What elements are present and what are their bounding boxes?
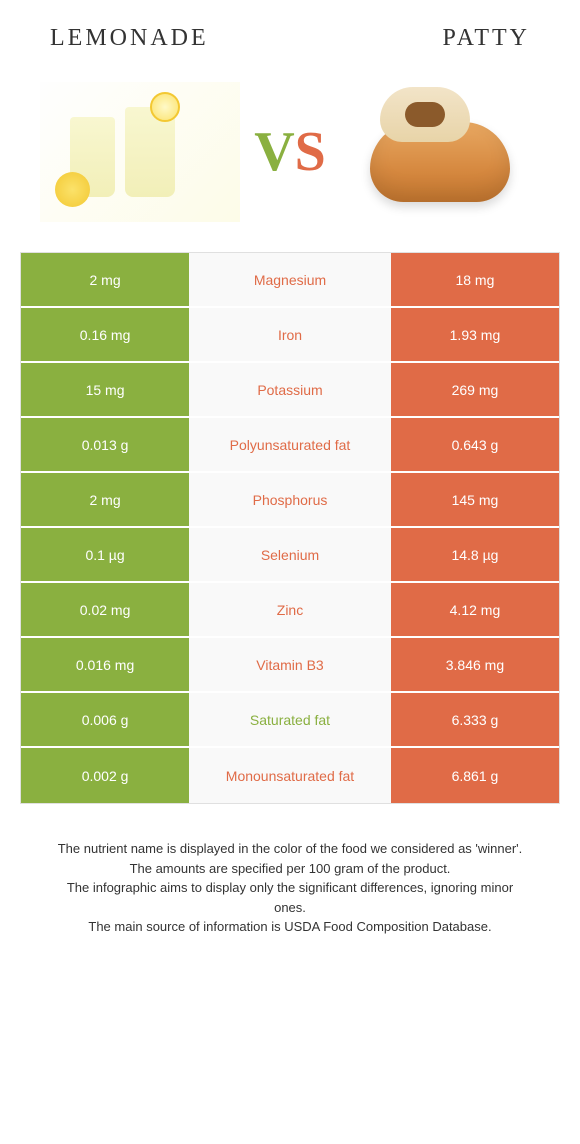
- left-value: 0.02 mg: [21, 583, 189, 636]
- right-value: 6.861 g: [391, 748, 559, 803]
- left-food-title: Lemonade: [50, 25, 209, 52]
- left-value: 0.1 µg: [21, 528, 189, 581]
- table-row: 0.013 gPolyunsaturated fat0.643 g: [21, 418, 559, 473]
- table-row: 15 mgPotassium269 mg: [21, 363, 559, 418]
- right-value: 6.333 g: [391, 693, 559, 746]
- left-value: 0.16 mg: [21, 308, 189, 361]
- vs-label: VS: [254, 120, 326, 184]
- table-row: 0.02 mgZinc4.12 mg: [21, 583, 559, 638]
- footer-line: The nutrient name is displayed in the co…: [50, 839, 530, 859]
- header: Lemonade Patty: [20, 25, 560, 72]
- lemonade-image: [40, 82, 240, 222]
- nutrient-label: Monounsaturated fat: [189, 748, 391, 803]
- lemon-slice-icon: [150, 92, 180, 122]
- right-value: 1.93 mg: [391, 308, 559, 361]
- right-food-title: Patty: [443, 25, 530, 52]
- left-value: 0.016 mg: [21, 638, 189, 691]
- comparison-table: 2 mgMagnesium18 mg0.16 mgIron1.93 mg15 m…: [20, 252, 560, 804]
- right-value: 0.643 g: [391, 418, 559, 471]
- patty-image: [340, 82, 540, 222]
- table-row: 0.1 µgSelenium14.8 µg: [21, 528, 559, 583]
- right-value: 4.12 mg: [391, 583, 559, 636]
- nutrient-label: Saturated fat: [189, 693, 391, 746]
- right-value: 18 mg: [391, 253, 559, 306]
- footer-line: The amounts are specified per 100 gram o…: [50, 859, 530, 879]
- nutrient-label: Phosphorus: [189, 473, 391, 526]
- table-row: 0.16 mgIron1.93 mg: [21, 308, 559, 363]
- footer: The nutrient name is displayed in the co…: [20, 804, 560, 937]
- lemon-icon: [55, 172, 90, 207]
- left-value: 0.013 g: [21, 418, 189, 471]
- lemon-glass-icon: [125, 107, 175, 197]
- vs-v: V: [254, 121, 294, 183]
- table-row: 2 mgMagnesium18 mg: [21, 253, 559, 308]
- right-value: 14.8 µg: [391, 528, 559, 581]
- table-row: 2 mgPhosphorus145 mg: [21, 473, 559, 528]
- table-row: 0.002 gMonounsaturated fat6.861 g: [21, 748, 559, 803]
- nutrient-label: Polyunsaturated fat: [189, 418, 391, 471]
- nutrient-label: Potassium: [189, 363, 391, 416]
- footer-line: The infographic aims to display only the…: [50, 878, 530, 917]
- left-value: 2 mg: [21, 253, 189, 306]
- right-value: 145 mg: [391, 473, 559, 526]
- images-row: VS: [20, 72, 560, 252]
- nutrient-label: Selenium: [189, 528, 391, 581]
- right-value: 269 mg: [391, 363, 559, 416]
- footer-line: The main source of information is USDA F…: [50, 917, 530, 937]
- left-value: 0.002 g: [21, 748, 189, 803]
- left-value: 2 mg: [21, 473, 189, 526]
- right-value: 3.846 mg: [391, 638, 559, 691]
- table-row: 0.016 mgVitamin B33.846 mg: [21, 638, 559, 693]
- nutrient-label: Vitamin B3: [189, 638, 391, 691]
- nutrient-label: Magnesium: [189, 253, 391, 306]
- nutrient-label: Zinc: [189, 583, 391, 636]
- vs-s: S: [295, 121, 326, 183]
- nutrient-label: Iron: [189, 308, 391, 361]
- left-value: 15 mg: [21, 363, 189, 416]
- table-row: 0.006 gSaturated fat6.333 g: [21, 693, 559, 748]
- left-value: 0.006 g: [21, 693, 189, 746]
- patty-icon: [370, 122, 510, 202]
